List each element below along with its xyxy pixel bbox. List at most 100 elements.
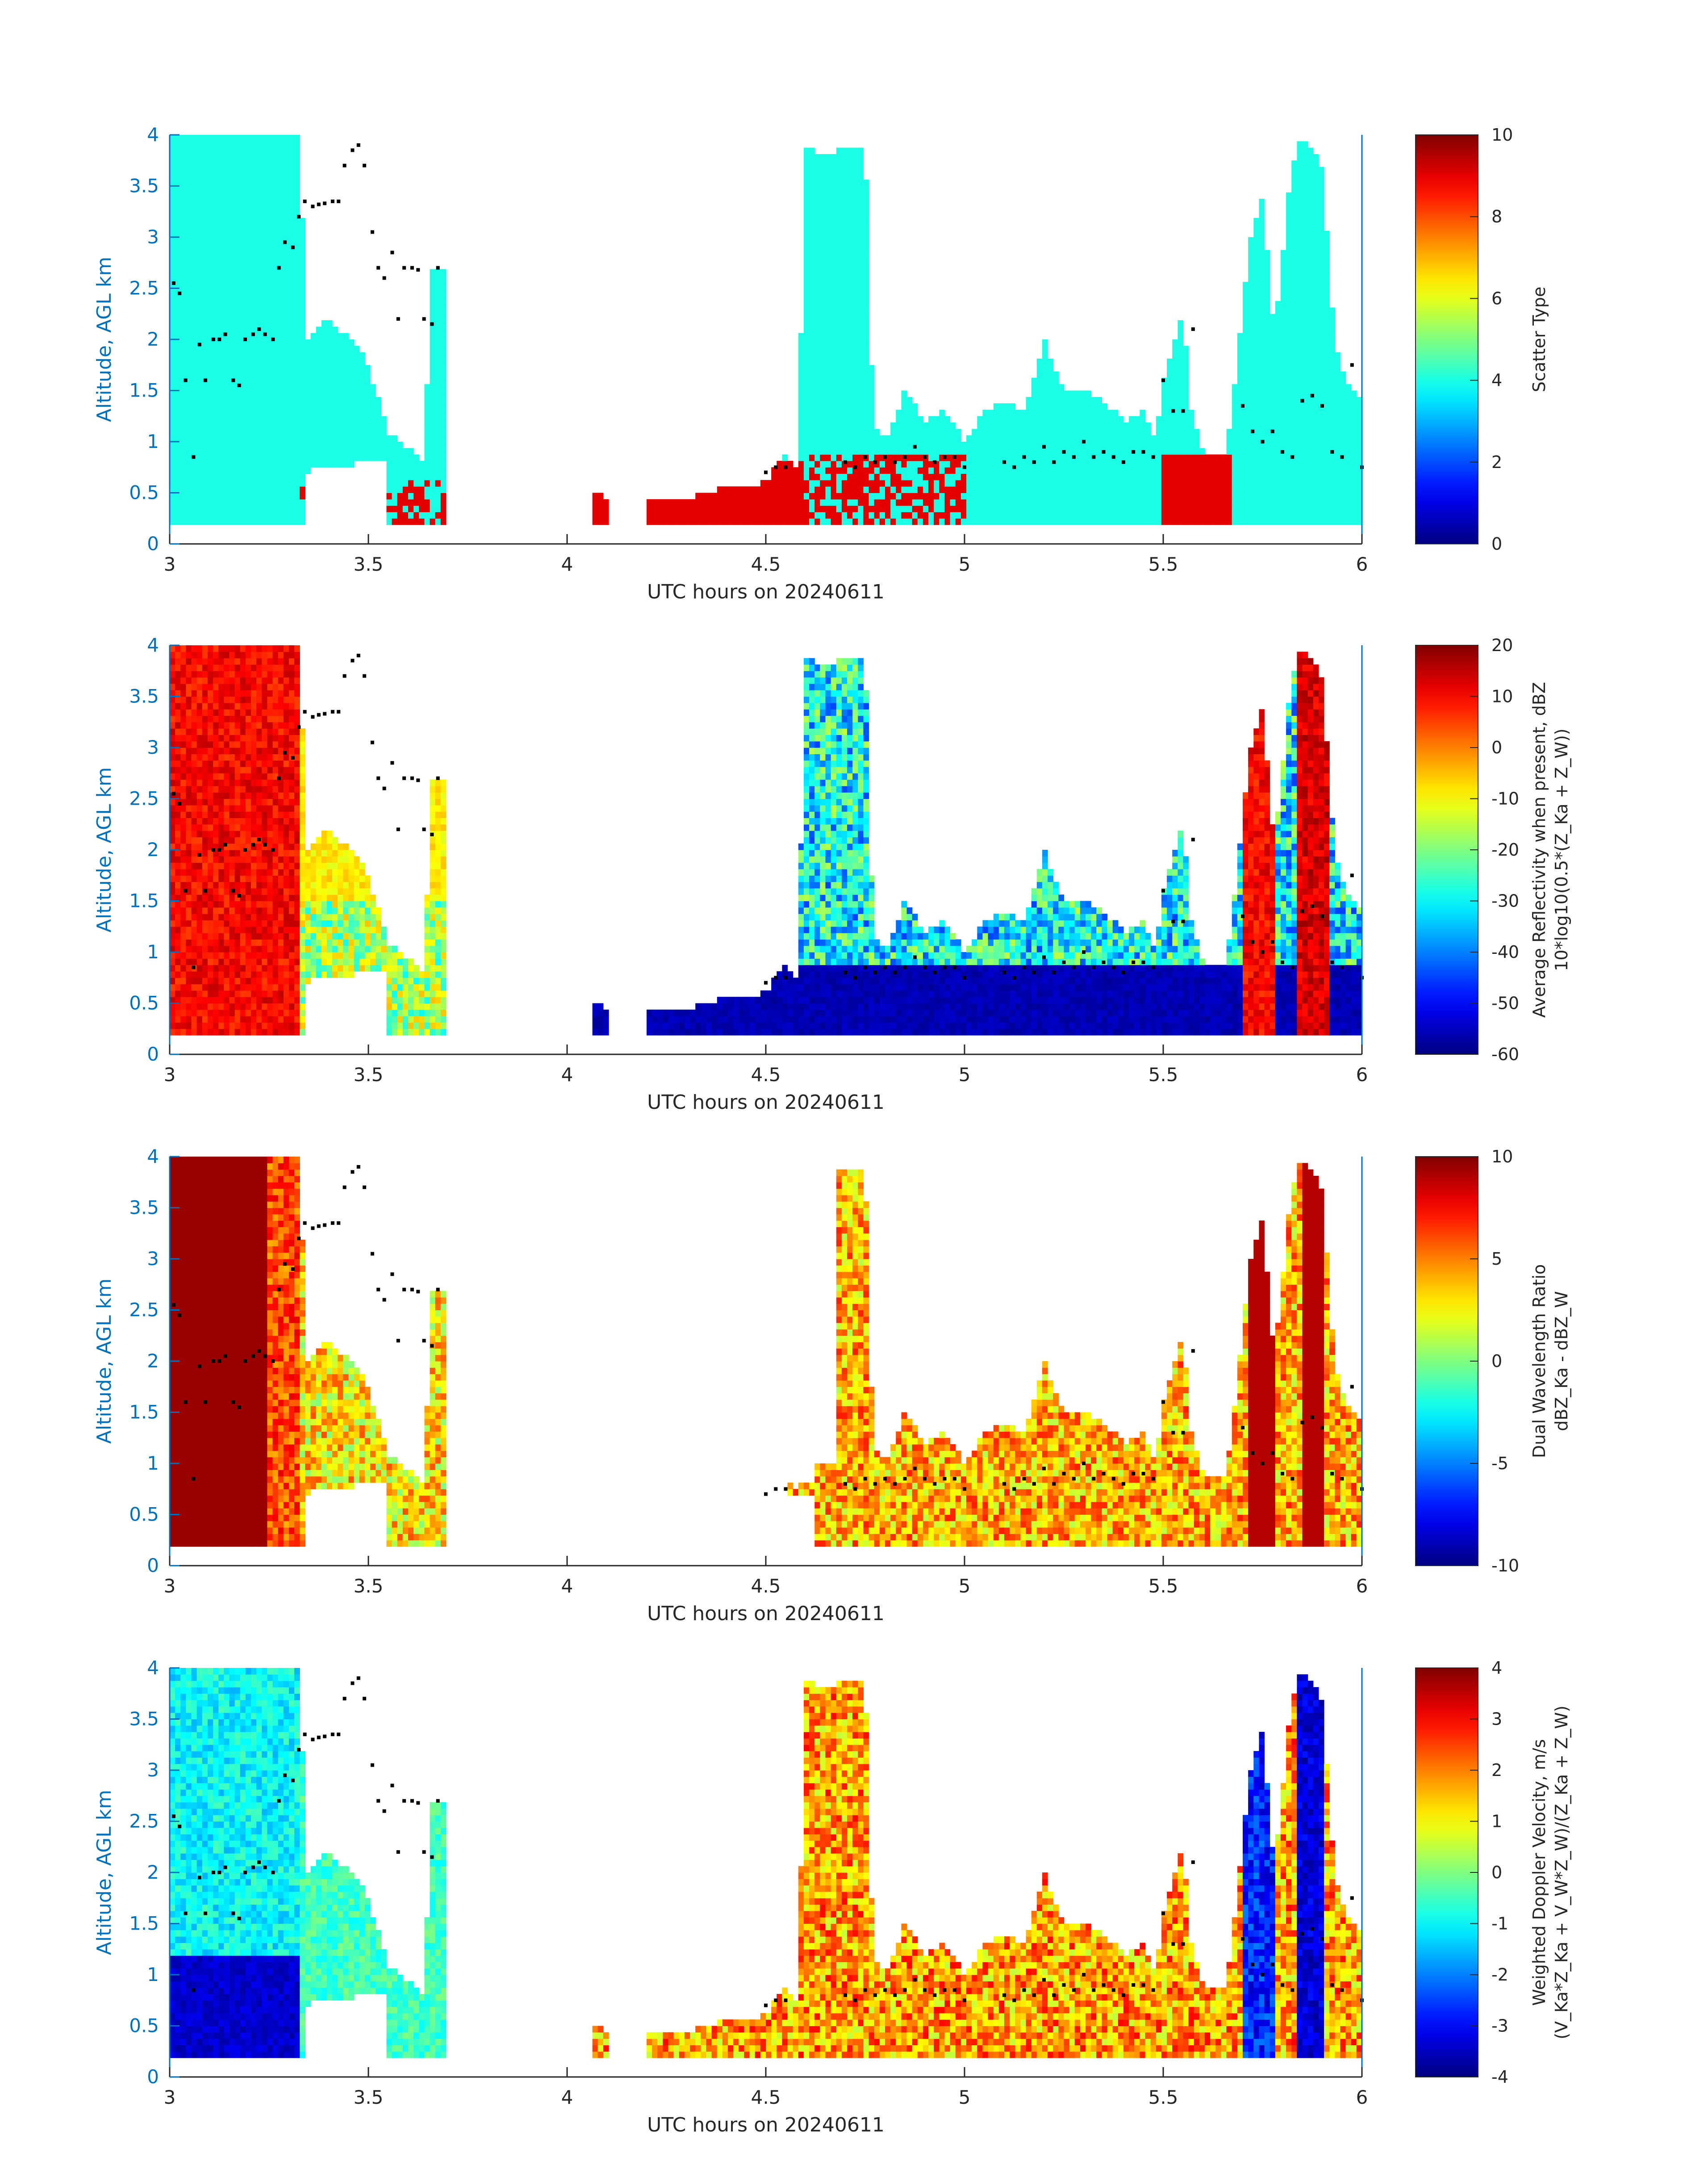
scatter-type-cell: [1178, 518, 1184, 525]
scatter-type-cell: [1324, 313, 1330, 321]
scatter-type-cell: [1020, 480, 1027, 487]
scatter-type-cell: [1036, 422, 1043, 429]
scatter-type-cell: [256, 467, 262, 474]
scatter-type-cell: [803, 205, 810, 212]
scatter-type-cell: [186, 358, 192, 365]
scatter-type-cell: [251, 250, 257, 257]
scatter-type-cell: [202, 160, 208, 167]
scatter-type-cell: [272, 390, 279, 397]
scatter-type-cell: [278, 192, 284, 199]
scatter-type-cell: [1004, 506, 1010, 513]
scatter-type-cell: [1161, 435, 1167, 442]
scatter-type-cell: [1172, 365, 1178, 372]
scatter-type-cell: [1036, 397, 1043, 404]
scatter-type-cell: [1221, 467, 1227, 474]
scatter-type-cell: [1253, 460, 1260, 468]
scatter-type-cell: [739, 506, 745, 513]
scatter-type-cell: [1015, 429, 1021, 436]
scatter-type-cell: [202, 416, 208, 423]
scatter-type-cell: [186, 313, 192, 321]
scatter-type-cell: [310, 454, 317, 461]
scatter-type-cell: [998, 422, 1005, 429]
scatter-type-cell: [869, 403, 875, 410]
scatter-type-cell: [218, 160, 224, 167]
scatter-type-cell: [343, 409, 349, 417]
scatter-type-cell: [1010, 512, 1015, 519]
scatter-type-cell: [1270, 486, 1276, 493]
scatter-type-cell: [879, 442, 885, 448]
scatter-type-cell: [1259, 506, 1265, 513]
scatter-type-cell: [376, 454, 381, 461]
scatter-type-cell: [213, 422, 219, 429]
scatter-type-cell: [435, 493, 441, 500]
scatter-type-cell: [1031, 454, 1037, 461]
scatter-type-cell: [245, 192, 251, 199]
scatter-type-cell: [803, 237, 810, 244]
scatter-type-cell: [229, 250, 235, 257]
scatter-type-cell: [1010, 454, 1015, 461]
scatter-type-cell: [262, 326, 268, 334]
scatter-type-cell: [755, 512, 761, 519]
scatter-type-cell: [879, 518, 885, 525]
scatter-type-cell: [180, 173, 187, 180]
scatter-type-cell: [1313, 205, 1319, 212]
scatter-type-cell: [234, 320, 241, 327]
scatter-type-cell: [1064, 409, 1070, 417]
scatter-type-cell: [863, 243, 869, 251]
scatter-type-cell: [1307, 416, 1314, 423]
scatter-type-cell: [1107, 499, 1113, 506]
scatter-type-cell: [836, 263, 842, 270]
scatter-type-cell: [272, 326, 279, 334]
scatter-type-cell: [392, 480, 398, 487]
scatter-type-cell: [820, 326, 826, 334]
scatter-type-cell: [896, 448, 902, 455]
scatter-type-cell: [966, 512, 972, 519]
scatter-type-cell: [1318, 454, 1324, 461]
scatter-type-cell: [191, 167, 197, 174]
scatter-type-cell: [213, 211, 219, 218]
scatter-type-cell: [348, 422, 355, 429]
scatter-type-cell: [256, 243, 262, 251]
scatter-type-cell: [874, 499, 880, 506]
scatter-type-cell: [820, 358, 826, 365]
scatter-type-cell: [1275, 301, 1281, 308]
scatter-type-cell: [343, 358, 349, 365]
scatter-type-cell: [218, 480, 224, 487]
scatter-type-cell: [972, 486, 977, 493]
scatter-type-cell: [944, 416, 951, 423]
scatter-type-cell: [760, 480, 766, 487]
scatter-type-cell: [1004, 422, 1010, 429]
scatter-type-cell: [1167, 512, 1173, 519]
scatter-type-cell: [397, 467, 403, 474]
scatter-type-cell: [267, 371, 273, 378]
scatter-type-cell: [1280, 467, 1286, 474]
scatter-type-cell: [809, 282, 815, 289]
scatter-type-cell: [1291, 180, 1297, 187]
scatter-type-cell: [901, 448, 907, 455]
scatter-type-cell: [1270, 473, 1276, 481]
scatter-type-cell: [1297, 275, 1303, 282]
scatter-type-cell: [814, 301, 820, 308]
scatter-type-cell: [440, 460, 447, 468]
scatter-type-cell: [170, 154, 175, 161]
scatter-type-cell: [1243, 397, 1249, 404]
scatter-type-cell: [1112, 506, 1119, 513]
scatter-type-cell: [1237, 518, 1243, 525]
scatter-type-cell: [1074, 499, 1081, 506]
scatter-type-cell: [1210, 486, 1216, 493]
scatter-type-cell: [1280, 320, 1286, 327]
scatter-type-cell: [392, 493, 398, 500]
scatter-type-cell: [202, 211, 208, 218]
scatter-type-cell: [218, 237, 224, 244]
scatter-type-cell: [408, 506, 414, 513]
scatter-type-cell: [207, 282, 213, 289]
scatter-type-cell: [820, 269, 826, 276]
scatter-type-cell: [1086, 442, 1091, 448]
scatter-type-cell: [852, 307, 858, 314]
scatter-type-cell: [245, 147, 251, 155]
scatter-type-cell: [1286, 512, 1292, 519]
scatter-type-cell: [267, 460, 273, 468]
scatter-type-cell: [240, 275, 246, 282]
scatter-type-cell: [1297, 154, 1303, 161]
scatter-type-cell: [1259, 282, 1265, 289]
